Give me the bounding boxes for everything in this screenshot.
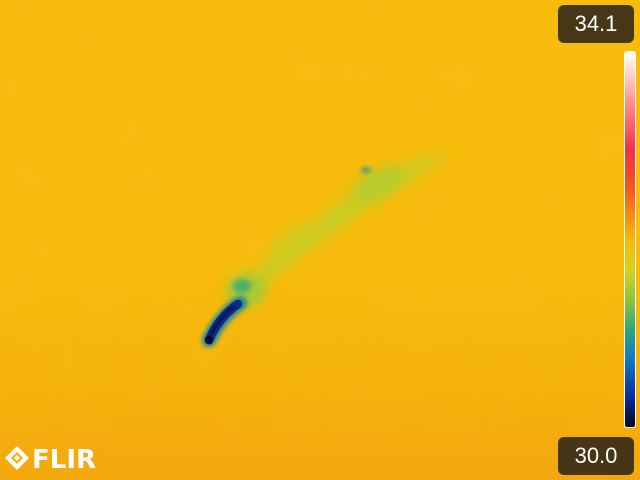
temperature-color-scale [624, 51, 636, 428]
min-temperature-readout: 30.0 [558, 437, 634, 475]
pepper-stem [201, 167, 371, 348]
flir-diamond-logo-icon [5, 445, 29, 475]
logo-wordmark: FLIR [32, 445, 97, 475]
flir-logo: FLIR [5, 445, 96, 475]
max-temperature-readout: 34.1 [558, 5, 634, 43]
